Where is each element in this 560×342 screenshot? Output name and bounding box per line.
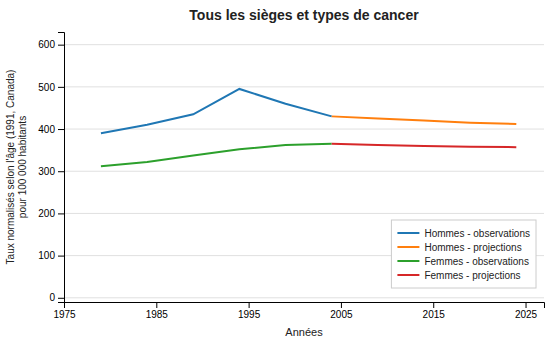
tick: 1975 xyxy=(53,302,76,320)
y-axis-title-line: Taux normalisés selon l'âge (1991, Canad… xyxy=(5,70,16,265)
legend-frame xyxy=(391,220,536,288)
grid-line xyxy=(64,129,544,130)
tick: 2005 xyxy=(330,302,353,320)
tick: 600 xyxy=(38,39,64,50)
legend-item: Femmes - projections xyxy=(397,270,520,281)
grid-line xyxy=(64,213,544,214)
legend-label: Hommes - observations xyxy=(424,228,530,239)
tick-label: 1975 xyxy=(53,309,76,320)
tick: 400 xyxy=(38,124,64,135)
tick-label: 0 xyxy=(49,292,55,303)
title: Tous les sièges et types de cancer xyxy=(189,7,419,23)
plot-area xyxy=(101,89,516,166)
tick-mark xyxy=(58,171,64,172)
grid-line xyxy=(64,86,544,87)
tick-label: 2005 xyxy=(330,309,353,320)
series-line xyxy=(101,89,332,133)
x-axis-title: Années xyxy=(285,326,323,338)
legend-swatch xyxy=(397,260,419,262)
grid-line xyxy=(64,44,544,45)
tick-label: 500 xyxy=(38,82,55,93)
tick-mark xyxy=(58,129,64,130)
tick-label: 1995 xyxy=(238,309,261,320)
legend-label: Femmes - observations xyxy=(424,256,528,267)
tick-mark xyxy=(156,302,157,308)
tick: 100 xyxy=(38,250,64,261)
tick: 1985 xyxy=(146,302,169,320)
tick-mark xyxy=(58,87,64,88)
tick-label: 200 xyxy=(38,208,55,219)
series-line xyxy=(101,144,332,166)
tick-mark xyxy=(433,302,434,308)
tick: 200 xyxy=(38,208,64,219)
series-line xyxy=(332,144,517,147)
grid xyxy=(64,45,544,298)
tick-mark xyxy=(249,302,250,308)
tick-mark xyxy=(58,45,64,46)
legend-swatch xyxy=(397,232,419,234)
legend-item: Femmes - observations xyxy=(397,256,528,267)
x-axis: 1975 1985 1995 2005 2015 2025 xyxy=(53,302,544,320)
tick-mark xyxy=(58,298,64,299)
tick-label: 600 xyxy=(38,39,55,50)
legend: Hommes - observations Hommes - projection… xyxy=(391,220,536,288)
tick-mark xyxy=(58,256,64,257)
legend-item: Hommes - observations xyxy=(397,228,530,239)
axis-line xyxy=(58,33,65,303)
tick: 300 xyxy=(38,166,64,177)
tick-label: 1985 xyxy=(146,309,169,320)
tick-label: 100 xyxy=(38,250,55,261)
grid-line xyxy=(64,297,544,298)
tick-mark xyxy=(58,213,64,214)
axis-line xyxy=(65,303,545,309)
tick: 2015 xyxy=(423,302,446,320)
legend-swatch xyxy=(397,246,419,248)
legend-item: Hommes - projections xyxy=(397,242,521,253)
tick-label: 2025 xyxy=(515,309,538,320)
legend-label: Hommes - projections xyxy=(424,242,521,253)
tick: 0 xyxy=(49,292,64,303)
tick-label: 300 xyxy=(38,166,55,177)
tick-mark xyxy=(526,302,527,308)
y-axis: 0 100 200 300 400 500 600 xyxy=(38,33,64,304)
tick: 2025 xyxy=(515,302,538,320)
tick-mark xyxy=(341,302,342,308)
series-line xyxy=(332,116,517,124)
tick: 1995 xyxy=(238,302,261,320)
legend-swatch xyxy=(397,274,419,276)
y-axis-title-line: pour 100 000 habitants xyxy=(17,116,28,218)
grid-line xyxy=(64,171,544,172)
legend-label: Femmes - projections xyxy=(424,270,520,281)
tick: 500 xyxy=(38,82,64,93)
tick-label: 400 xyxy=(38,124,55,135)
chart: 1975 1985 1995 2005 2015 2025 0 100 200 300 400 500… xyxy=(0,0,560,342)
tick-label: 2015 xyxy=(423,309,446,320)
y-axis-title: Taux normalisés selon l'âge (1991, Canad… xyxy=(5,70,28,265)
